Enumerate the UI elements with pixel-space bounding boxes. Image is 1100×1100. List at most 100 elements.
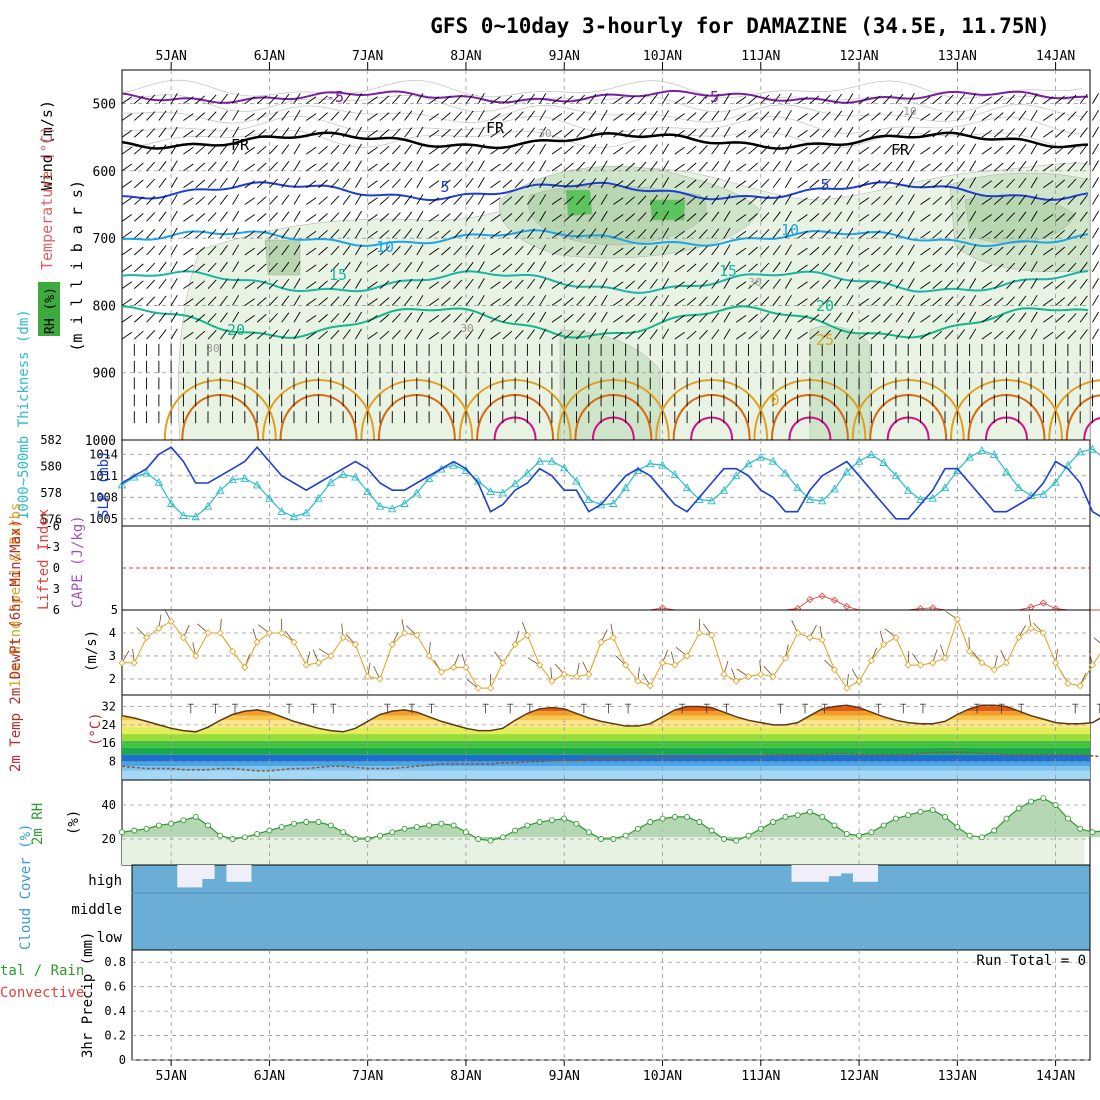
wind-barb xyxy=(1030,278,1038,289)
rh-shade-region xyxy=(565,189,593,217)
wind-barb xyxy=(379,229,390,239)
wind-barb xyxy=(699,128,708,138)
wind-barb xyxy=(306,298,317,306)
wind-barb xyxy=(1079,329,1088,340)
wind-barb xyxy=(146,144,156,155)
wind-barb xyxy=(969,109,977,121)
wind-barb xyxy=(735,230,747,239)
wind-barb xyxy=(477,93,485,104)
wind-barb xyxy=(293,143,301,155)
wind-barb xyxy=(920,163,931,172)
wind-barb xyxy=(195,263,206,273)
wind-barb xyxy=(686,297,697,306)
wind-barb xyxy=(465,127,474,138)
wind-barb xyxy=(465,93,474,104)
wind-barb xyxy=(784,244,792,256)
wind-barb xyxy=(821,212,831,222)
wind-barb xyxy=(576,212,586,222)
wind-barb xyxy=(121,130,133,138)
wind-barb xyxy=(342,127,351,138)
wind-barb xyxy=(846,126,854,138)
wind-barb xyxy=(797,197,808,205)
contour-label: FR xyxy=(231,136,250,154)
wind-barb xyxy=(662,244,670,256)
wind-barb xyxy=(920,113,931,121)
rh2m-tick-label: 20 xyxy=(102,832,116,846)
wind-barb xyxy=(920,146,931,155)
wind-barb xyxy=(281,161,290,172)
temp-tick-label: 32 xyxy=(102,699,116,713)
wind-barb xyxy=(367,230,378,239)
wind-barb xyxy=(133,95,144,104)
contour-label: 5 xyxy=(820,176,829,194)
wind-barb xyxy=(244,130,255,138)
thickness-point xyxy=(817,496,827,505)
wind-barb xyxy=(883,279,893,289)
wind-barb xyxy=(502,280,513,289)
wind10-point xyxy=(130,659,138,667)
wind-barb xyxy=(956,295,965,306)
wind10-point xyxy=(867,656,875,665)
wind-barb xyxy=(748,229,758,239)
wind-barb xyxy=(699,279,708,289)
cloud-high-bar xyxy=(816,865,829,882)
wind-barb xyxy=(797,214,808,222)
temp2m-ylabel: 2m Temp 2m DewPt (6hr Min/Max) xyxy=(8,519,24,772)
thickness-point xyxy=(265,493,274,502)
wind-barb xyxy=(355,143,362,155)
wind-barb xyxy=(907,109,915,121)
wind10-point xyxy=(425,652,433,660)
wind-barb xyxy=(797,315,808,323)
wind-barb xyxy=(809,196,820,205)
wind-barb xyxy=(809,229,820,239)
wind-barb xyxy=(379,196,390,205)
wind-barb xyxy=(748,162,758,172)
wind-barb xyxy=(219,144,228,155)
wind-barb xyxy=(465,144,474,155)
thickness-point xyxy=(940,483,950,492)
wind-barb xyxy=(846,294,854,306)
wind-barb xyxy=(699,245,708,256)
rh2m-point xyxy=(978,834,985,841)
wind-barb xyxy=(514,229,524,239)
wind-barb xyxy=(858,197,870,205)
wind-barb xyxy=(932,213,943,222)
wind-barb xyxy=(846,311,854,323)
wind-barb xyxy=(1067,111,1077,121)
wind10-point xyxy=(855,677,863,685)
wind10-point xyxy=(966,647,974,655)
wind10-point xyxy=(204,629,212,637)
wind-barb xyxy=(735,247,747,256)
wind-barb xyxy=(809,314,820,323)
top-date-label: 6JAN xyxy=(254,49,285,64)
wind-barb xyxy=(981,197,992,205)
wind-barb xyxy=(441,162,451,172)
dewpt2m-series xyxy=(121,751,1100,772)
wind-barb xyxy=(281,278,290,289)
wind-barb xyxy=(1018,144,1027,155)
li-tick-label: -6 xyxy=(46,519,60,533)
wind10-point xyxy=(511,640,519,649)
wind-barb xyxy=(121,113,133,121)
wind-barb xyxy=(342,93,351,104)
thickness-point xyxy=(805,495,815,503)
lifted-index-point xyxy=(1039,599,1047,607)
wind-barb xyxy=(170,261,178,273)
wind-barb xyxy=(306,230,317,239)
wind-barb xyxy=(269,195,278,205)
thickness-point xyxy=(916,495,925,503)
wind-barb xyxy=(625,196,635,205)
wind-barb xyxy=(625,129,635,138)
wind-barb xyxy=(527,144,535,155)
wind-barb xyxy=(711,161,720,172)
rh2m-point xyxy=(426,822,433,829)
wind-barb xyxy=(441,196,451,205)
wind-barb xyxy=(883,329,893,340)
wind-barb xyxy=(883,212,893,222)
cloud-high-bars xyxy=(177,865,878,888)
thickness-point xyxy=(682,483,692,492)
wind-barb xyxy=(1018,93,1027,104)
